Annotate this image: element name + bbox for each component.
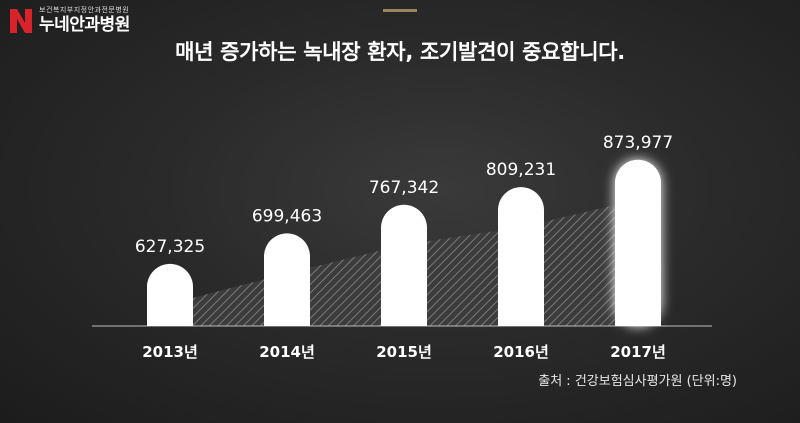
bar-5 — [615, 159, 661, 326]
value-label-4: 809,231 — [486, 160, 556, 180]
value-label-1: 627,325 — [135, 237, 205, 257]
value-label-3: 767,342 — [369, 178, 439, 198]
source-note: 출처 : 건강보험심사평가원 (단위:명) — [538, 374, 737, 389]
bar-base-4 — [498, 303, 544, 326]
bar-4 — [498, 187, 544, 326]
value-label-5: 873,977 — [603, 133, 673, 153]
page-title: 매년 증가하는 녹내장 환자, 조기발견이 중요합니다. — [175, 40, 625, 64]
category-label-5: 2017년 — [610, 343, 666, 361]
category-label-3: 2015년 — [376, 343, 432, 361]
logo-subtitle: 보건복지부지정안과전문병원 — [39, 6, 130, 14]
value-label-2: 699,463 — [252, 206, 322, 226]
logo-n-icon — [10, 8, 32, 33]
bar-2 — [264, 233, 310, 326]
category-label-1: 2013년 — [142, 343, 198, 361]
category-label-4: 2016년 — [493, 343, 549, 361]
bar-base-1 — [147, 303, 193, 326]
bar-base-3 — [381, 303, 427, 326]
bar-base-2 — [264, 303, 310, 326]
hospital-logo[interactable]: 보건복지부지정안과전문병원 누네안과병원 — [8, 6, 130, 35]
bar-3 — [381, 204, 427, 326]
category-label-2: 2014년 — [259, 343, 315, 361]
bar-base-5 — [615, 303, 661, 326]
logo-name: 누네안과병원 — [39, 15, 130, 35]
top-accent-line — [383, 9, 417, 12]
